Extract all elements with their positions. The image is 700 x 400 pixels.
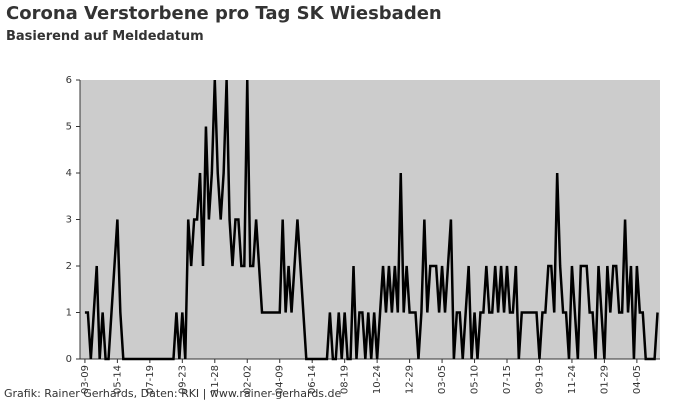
x-tick-label: 01-29 bbox=[599, 365, 610, 394]
y-tick-label: 2 bbox=[66, 261, 72, 272]
x-tick-label: 05-10 bbox=[470, 365, 481, 394]
x-tick-label: 03-05 bbox=[437, 365, 448, 394]
x-tick-label: 04-05 bbox=[632, 365, 643, 394]
x-tick-label: 04-09 bbox=[275, 365, 286, 394]
source-note: Grafik: Rainer Gerhards, Daten: RKI | ww… bbox=[4, 387, 342, 400]
x-tick-label: 09-19 bbox=[534, 365, 545, 394]
y-tick-label: 1 bbox=[66, 308, 72, 319]
x-tick-label: 02-02 bbox=[242, 365, 253, 394]
x-tick-label: 12-29 bbox=[405, 365, 416, 394]
x-tick-label: 06-14 bbox=[307, 365, 318, 394]
y-tick-label: 4 bbox=[66, 168, 72, 179]
x-tick-label: 11-28 bbox=[210, 365, 221, 394]
x-tick-label: 07-15 bbox=[502, 365, 513, 394]
x-tick-label: 11-24 bbox=[567, 365, 578, 394]
y-tick-label: 3 bbox=[66, 215, 72, 226]
x-tick-label: 05-14 bbox=[112, 365, 123, 394]
x-tick-label: 07-19 bbox=[145, 365, 156, 394]
x-tick-label: 03-09 bbox=[80, 365, 91, 394]
y-tick-label: 5 bbox=[66, 122, 72, 133]
x-tick-label: 08-19 bbox=[340, 365, 351, 394]
x-tick-label: 10-24 bbox=[372, 365, 383, 394]
data-line bbox=[84, 79, 659, 361]
plot-background bbox=[80, 80, 660, 359]
x-tick-label: 09-23 bbox=[177, 365, 188, 394]
y-tick-label: 0 bbox=[66, 354, 72, 365]
y-tick-label: 6 bbox=[66, 75, 72, 86]
chart-subtitle: Basierend auf Meldedatum bbox=[6, 29, 204, 44]
chart-title: Corona Verstorbene pro Tag SK Wiesbaden bbox=[6, 3, 442, 24]
